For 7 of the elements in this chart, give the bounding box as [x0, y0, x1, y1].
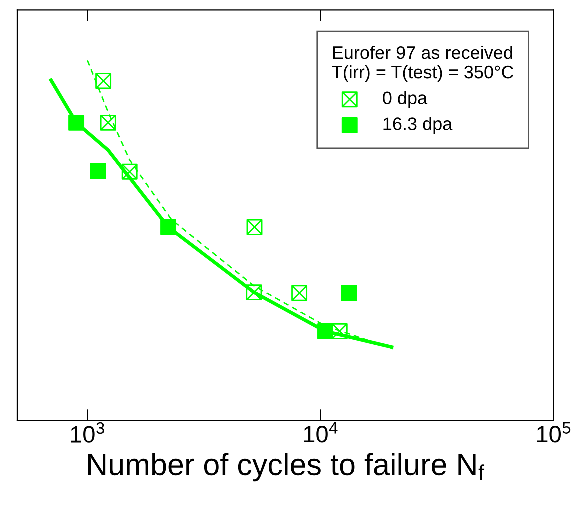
x-tick-label: 10$^{5}$ — [537, 422, 571, 443]
x-axis-title: Number of cycles to failure N$_{f}$ — [88, 453, 485, 482]
legend-title: Eurofer 97 as received T(irr) = T(test) = 350°C — [332, 46, 514, 82]
legend-label: 16.3 dpa — [384, 117, 453, 134]
legend-label: 0 dpa — [383, 91, 428, 108]
x-tick-label: 10$^{3}$ — [71, 422, 104, 443]
x-tick-label: 10$^{4}$ — [304, 422, 338, 443]
